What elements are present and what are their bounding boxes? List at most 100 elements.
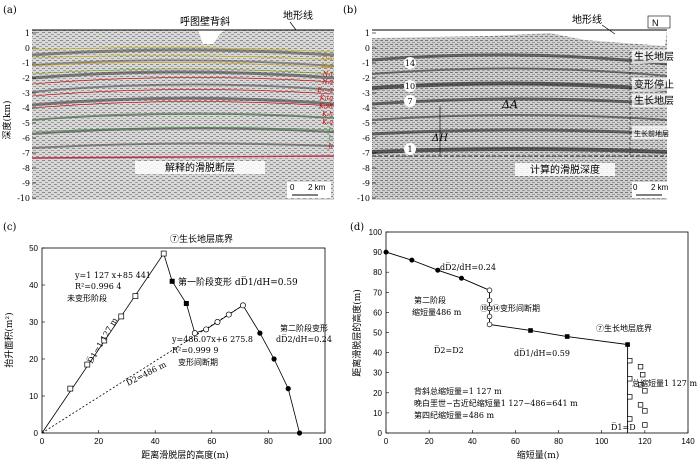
tick-label: -5 bbox=[22, 119, 30, 128]
detachment-fault bbox=[31, 155, 335, 159]
depth-ticks: 1 0 -1 -2 -3 -4 -5 -6 -7 -8 -9 -10 bbox=[357, 29, 376, 203]
panel-title: 呼图壁背斜 bbox=[180, 15, 230, 28]
filled-square-point bbox=[183, 301, 189, 306]
annotation: dD̅2/dH=0.24 bbox=[440, 263, 496, 272]
open-circle-point bbox=[214, 319, 221, 325]
annotation: D̅2=486 m bbox=[125, 359, 169, 387]
filled-circle-point bbox=[435, 267, 441, 273]
annotation: dD̅2/dH=0.24 bbox=[276, 335, 332, 344]
filled-circle-point bbox=[383, 249, 389, 255]
annotation: 变形间断期 bbox=[178, 357, 218, 367]
annotation: D̅2=D2 bbox=[434, 346, 464, 355]
filled-circle-point bbox=[296, 430, 303, 436]
formation-label: E₁₋₂z bbox=[316, 87, 333, 94]
depth-ticks: 1 0 -1 -2 -3 -4 -5 -6 -7 -8 -9 -10 bbox=[17, 29, 36, 203]
horizon-lines bbox=[31, 47, 335, 133]
layer-number: 7 bbox=[407, 97, 412, 106]
formation-label: J₁ bbox=[326, 143, 333, 150]
formation-label: K₁tg bbox=[319, 95, 333, 102]
annotation: R²=0.999 9 bbox=[172, 346, 218, 355]
y-tick-label: 20 bbox=[29, 355, 38, 364]
layer-numbers: 14 10 7 1 bbox=[404, 57, 416, 155]
area-curve bbox=[163, 253, 300, 434]
tick-label: 1 bbox=[365, 29, 370, 38]
x-tick-label: 60 bbox=[207, 437, 216, 446]
chart-d: (d) 0 20 40 60 80 100 120 140 0 10 20 30 40 50 60 70 80 9… bbox=[350, 222, 697, 461]
tick-label: -3 bbox=[22, 89, 30, 98]
open-square-point bbox=[627, 376, 633, 382]
formation-label: K₁q bbox=[321, 119, 333, 126]
fit-line-2 bbox=[41, 305, 244, 434]
layer-number: 1 bbox=[407, 145, 412, 154]
formation-label: Q₁x bbox=[322, 55, 333, 62]
annotation: D̅1=1 127 m bbox=[86, 316, 120, 365]
open-square-point bbox=[637, 382, 644, 388]
topo-label: 地形线 bbox=[572, 13, 602, 26]
open-square-point bbox=[132, 293, 139, 299]
layer-marker bbox=[404, 95, 416, 107]
open-circle-point bbox=[486, 321, 493, 328]
tick-label: -6 bbox=[22, 134, 30, 143]
open-square-point bbox=[67, 385, 74, 392]
tick-label: -6 bbox=[362, 134, 370, 143]
open-square-point bbox=[640, 372, 646, 378]
filled-circle-point bbox=[409, 257, 415, 263]
y-axis-label: 深度(km) bbox=[1, 100, 13, 139]
annotation: 未变形阶段 bbox=[67, 293, 107, 303]
filled-square-point bbox=[169, 278, 175, 284]
annotation: y=486.07x+6 275.8 bbox=[171, 335, 253, 344]
tick-label: -3 bbox=[362, 89, 370, 98]
tick-label: -2 bbox=[22, 74, 30, 83]
y-tick-label: 0 bbox=[378, 429, 383, 438]
x-tick-label: 60 bbox=[511, 437, 520, 446]
y-tick-label: 50 bbox=[373, 329, 382, 338]
filled-square-point bbox=[564, 334, 570, 339]
x-tick-label: 20 bbox=[94, 437, 103, 446]
y-tick-label: 80 bbox=[373, 268, 382, 277]
tick-label: -2 bbox=[362, 74, 370, 83]
panel-label: (b) bbox=[343, 5, 357, 16]
filled-circle-point bbox=[271, 356, 277, 362]
label-bg bbox=[632, 94, 680, 107]
scale-zero: 0 bbox=[290, 183, 295, 192]
y-tick-label: 10 bbox=[373, 409, 382, 418]
filled-circle-point bbox=[285, 386, 291, 392]
open-square-point bbox=[637, 402, 644, 408]
layer-marker bbox=[404, 143, 416, 155]
stratigraphy-label: 生长地层 bbox=[634, 94, 674, 107]
open-square-point bbox=[627, 416, 633, 422]
annotation: 第二阶段变形 bbox=[280, 323, 328, 333]
open-circle-point bbox=[191, 330, 198, 337]
tick-label: -9 bbox=[362, 179, 370, 188]
x-tick-label: 100 bbox=[595, 437, 609, 446]
x-tick-label: 80 bbox=[264, 437, 273, 446]
tick-label: -7 bbox=[362, 149, 370, 158]
layer-marker bbox=[404, 80, 416, 92]
x-tick-label: 20 bbox=[425, 437, 434, 446]
tick-label: -5 bbox=[362, 119, 370, 128]
formation-label: N₁t bbox=[322, 71, 334, 78]
open-circle-point bbox=[486, 287, 493, 294]
panel-a: (a) 呼图壁背斜 地形线 bbox=[0, 0, 336, 205]
open-circle-point bbox=[239, 302, 246, 309]
tick-label: -10 bbox=[357, 194, 370, 203]
open-circle-point bbox=[225, 311, 232, 318]
annotation: 第二阶段 bbox=[414, 295, 446, 305]
annotation: R²=0.996 4 bbox=[75, 282, 121, 291]
panel-d: (d) 0 20 40 60 80 100 120 140 0 10 20 30 40 50 60 70 80 9… bbox=[348, 218, 700, 461]
y-tick-label: 20 bbox=[373, 389, 382, 398]
depth-label: 计算的滑脱深度 bbox=[530, 163, 600, 176]
x-tick-label: 0 bbox=[384, 437, 389, 446]
y-tick-label: 90 bbox=[373, 248, 382, 257]
y-tick-label: 30 bbox=[29, 318, 38, 327]
panel-label: (d) bbox=[350, 222, 364, 233]
x-axis-label: 缩短量(m) bbox=[517, 449, 560, 461]
tick-label: 0 bbox=[365, 44, 370, 53]
tick-label: -4 bbox=[22, 104, 30, 113]
annotation: 第一阶段变形 dD̅1/dH=0.59 bbox=[178, 276, 298, 288]
x-tick-label: 120 bbox=[638, 437, 652, 446]
open-square-point bbox=[627, 357, 633, 364]
annotation: D̅1=D bbox=[611, 423, 636, 432]
open-square-point bbox=[642, 422, 648, 428]
